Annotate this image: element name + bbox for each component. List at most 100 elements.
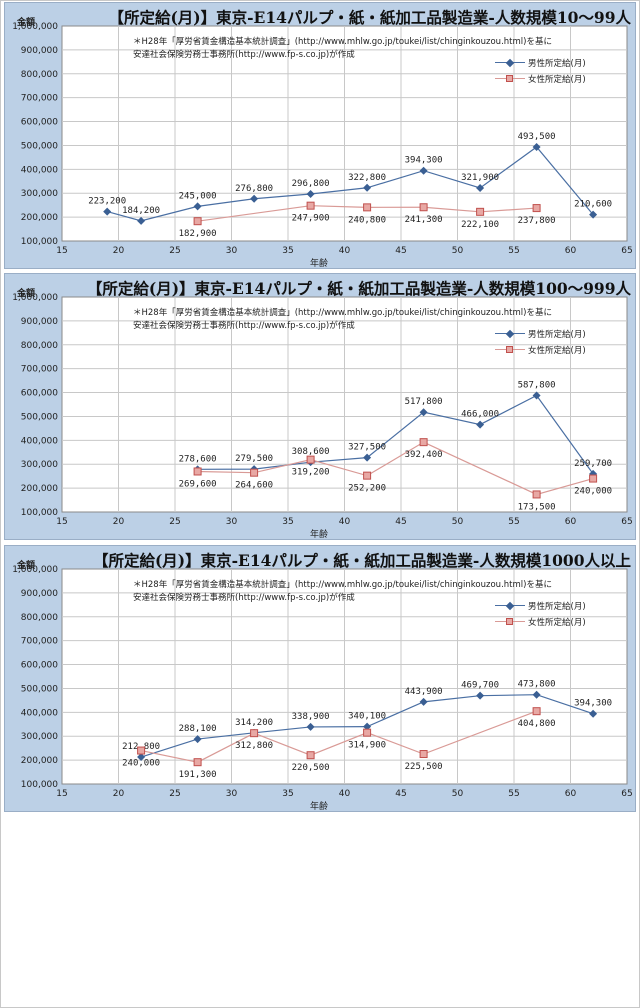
y-tick-label: 700,000 [21,365,58,375]
x-tick-label: 65 [621,517,632,527]
source-note: ＊H28年「厚労省賃金構造基本統計調査」(http://www.mhlw.go.… [133,307,552,333]
male-data-label: 259,700 [574,459,612,469]
female-data-label: 222,100 [461,220,499,230]
male-data-point [419,697,428,706]
x-axis-label: 年齢 [310,802,329,812]
female-data-label: 404,800 [518,719,556,729]
female-data-label: 241,300 [405,215,443,225]
male-data-label: 308,600 [292,447,330,457]
female-data-point [476,207,485,216]
male-data-label: 443,900 [405,687,443,697]
male-data-point [476,420,485,429]
male-data-label: 517,800 [405,397,443,407]
male-data-label: 184,200 [122,206,160,216]
female-data-label: 240,000 [574,487,612,497]
female-series-marker-icon [495,616,525,628]
chart-panel-1000-plus: 【所定給(月)】東京-E14パルプ・紙・紙加工品製造業-人数規模1000人以上 … [4,545,636,812]
y-axis-label: 金額 [17,289,36,299]
male-data-point [532,391,541,400]
x-tick-label: 50 [452,246,464,256]
chart-plot: 100,000 200,000 300,000 400,000 500,000 600,0… [12,293,633,527]
source-note: ＊H28年「厚労省賃金構造基本統計調査」(http://www.mhlw.go.… [133,36,552,62]
female-data-label: 247,900 [292,214,330,224]
male-data-point [137,753,146,762]
male-data-label: 245,000 [179,191,217,201]
male-data-label: 288,100 [179,724,217,734]
male-data-point [363,453,372,462]
legend-item-male: 男性所定給(月) [495,598,586,614]
legend-label-female: 女性所定給(月) [528,346,586,356]
male-data-label: 338,900 [292,712,330,722]
male-data-point [193,202,202,211]
female-data-label: 173,500 [518,502,556,512]
female-data-point [363,203,372,212]
female-data-label: 269,600 [179,479,217,489]
female-series-marker-icon [495,73,525,85]
y-tick-label: 1,000,000 [12,22,58,32]
x-tick-label: 20 [113,517,125,527]
x-tick-label: 30 [226,246,238,256]
y-tick-label: 400,000 [21,708,58,718]
female-data-label: 182,900 [179,229,217,239]
female-data-label: 191,300 [179,770,217,780]
male-data-label: 587,800 [518,380,556,390]
male-data-point [306,189,315,198]
male-data-point [103,207,112,216]
male-data-point [363,722,372,731]
female-data-point [137,746,146,755]
x-tick-label: 55 [508,789,519,799]
source-note-line2: 安達社会保険労務士事務所(http://www.fp-s.co.jp)が作成 [133,321,355,331]
y-tick-label: 300,000 [21,189,58,199]
female-data-label: 220,500 [292,763,330,773]
y-tick-label: 500,000 [21,684,58,694]
x-tick-label: 15 [56,789,67,799]
female-data-point [306,455,315,464]
female-series-line [197,205,537,222]
female-data-point [419,438,428,447]
male-series-marker-icon [495,57,525,69]
male-data-label: 327,500 [348,443,386,453]
female-data-point [250,468,259,477]
x-axis-label: 年齢 [310,530,329,540]
female-data-label: 237,800 [518,216,556,226]
y-tick-label: 600,000 [21,389,58,399]
legend-label-female: 女性所定給(月) [528,75,586,85]
x-tick-label: 60 [565,789,577,799]
female-data-point [306,201,315,210]
y-tick-label: 800,000 [21,613,58,623]
legend-item-male: 男性所定給(月) [495,55,586,71]
male-data-point [137,216,146,225]
male-data-point [363,183,372,192]
male-data-label: 223,200 [88,197,126,207]
legend: 男性所定給(月) 女性所定給(月) [495,55,586,87]
y-axis-label: 金額 [17,561,36,571]
x-tick-label: 55 [508,246,519,256]
female-data-label: 240,000 [122,759,160,769]
y-tick-label: 500,000 [21,412,58,422]
female-data-point [419,203,428,212]
x-tick-label: 60 [565,517,577,527]
female-data-point [363,728,372,737]
female-data-point [193,467,202,476]
y-tick-label: 900,000 [21,589,58,599]
y-tick-label: 600,000 [21,661,58,671]
y-tick-label: 100,000 [21,237,58,247]
female-data-point [306,751,315,760]
female-data-point [532,204,541,213]
x-tick-label: 20 [113,789,125,799]
male-data-point [532,142,541,151]
male-data-label: 296,800 [292,179,330,189]
x-tick-label: 20 [113,246,125,256]
x-tick-label: 55 [508,517,519,527]
male-data-label: 314,200 [235,718,273,728]
male-data-label: 466,000 [461,410,499,420]
male-data-point [306,722,315,731]
x-tick-label: 25 [169,517,180,527]
chart-plot: 100,000 200,000 300,000 400,000 500,000 600,0… [12,565,633,799]
chart-title: 【所定給(月)】東京-E14パルプ・紙・紙加工品製造業-人数規模100～999人 [86,279,631,298]
y-tick-label: 100,000 [21,780,58,790]
male-data-label: 276,800 [235,184,273,194]
male-data-point [532,690,541,699]
source-note-line1: ＊H28年「厚労省賃金構造基本統計調査」(http://www.mhlw.go.… [133,37,552,47]
male-data-label: 279,500 [235,454,273,464]
